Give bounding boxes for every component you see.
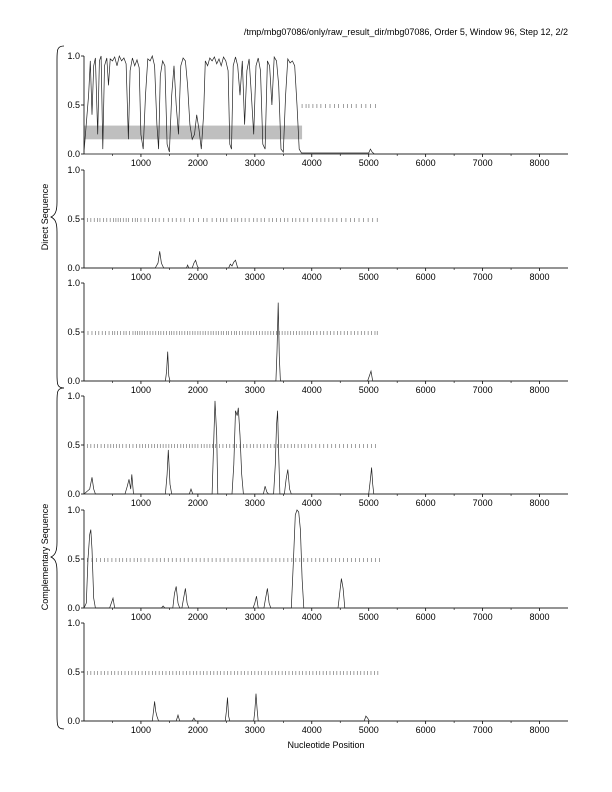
y-tick-label: 1.0 [67,51,80,61]
x-tick-label: 3000 [245,725,265,735]
x-tick-label: 7000 [473,612,493,622]
x-tick-label: 2000 [188,498,208,508]
x-tick-label: 2000 [188,272,208,282]
x-tick-label: 5000 [359,612,379,622]
series-line [83,509,568,609]
page-title: /tmp/mbg07086/only/raw_result_dir/mbg070… [244,27,568,37]
y-tick-label: 1.0 [67,505,80,515]
x-tick-label: 6000 [416,725,436,735]
y-tick-label: 1.0 [67,165,80,175]
x-tick-label: 6000 [416,498,436,508]
x-tick-label: 7000 [473,385,493,395]
series-line [83,400,568,495]
x-tick-label: 6000 [416,158,436,168]
panel-5: 0.0 0.5 1.0 1000 2000 3000 4000 5000 6000 7000 800… [67,505,568,622]
x-tick-label: 8000 [530,612,550,622]
group-bracket-complementary [50,387,65,730]
x-tick-label: 4000 [302,158,322,168]
panel-1: 0.0 0.5 1.0 1000 2000 3000 4000 5000 6000 7000 800… [67,51,568,168]
x-tick-label: 2000 [188,385,208,395]
series-line [84,251,568,269]
x-tick-label: 8000 [530,272,550,282]
x-tick-label: 4000 [302,272,322,282]
plot-panels: 0.0 0.5 1.0 1000 2000 3000 4000 5000 6000 7000 800… [67,51,568,735]
y-tick-label: 0.5 [67,554,80,564]
y-tick-label: 0.5 [67,100,80,110]
x-tick-label: 4000 [302,385,322,395]
highlight-band [84,125,303,140]
x-tick-label: 5000 [359,272,379,282]
y-tick-label: 1.0 [67,618,80,628]
x-tick-label: 1000 [131,498,151,508]
x-tick-label: 8000 [530,158,550,168]
x-tick-label: 7000 [473,498,493,508]
y-tick-label: 0.0 [67,716,80,726]
y-tick-label: 0.5 [67,214,80,224]
x-tick-label: 3000 [245,498,265,508]
x-tick-label: 6000 [416,385,436,395]
y-tick-label: 0.0 [67,489,80,499]
panel-6: 0.0 0.5 1.0 1000 2000 3000 4000 5000 6000 7000 800… [67,618,568,735]
y-tick-label: 0.5 [67,440,80,450]
x-tick-label: 1000 [131,612,151,622]
x-tick-label: 5000 [359,385,379,395]
group-label-direct: Direct Sequence [40,184,50,251]
x-tick-label: 4000 [302,612,322,622]
x-tick-label: 8000 [530,498,550,508]
x-tick-label: 2000 [188,158,208,168]
series-line [84,693,568,722]
x-tick-label: 5000 [359,498,379,508]
y-tick-label: 0.5 [67,667,80,677]
x-tick-label: 8000 [530,385,550,395]
x-tick-label: 6000 [416,612,436,622]
x-tick-label: 4000 [302,725,322,735]
x-axis-label: Nucleotide Position [287,740,364,750]
y-tick-label: 0.5 [67,327,80,337]
x-tick-label: 3000 [245,158,265,168]
y-tick-label: 0.0 [67,603,80,613]
y-tick-label: 0.0 [67,149,80,159]
series-line [84,302,568,382]
y-tick-label: 1.0 [67,391,80,401]
panel-2: 0.0 0.5 1.0 1000 2000 3000 4000 5000 6000 7000 800… [67,165,568,282]
x-tick-label: 7000 [473,158,493,168]
x-tick-label: 1000 [131,725,151,735]
x-tick-label: 3000 [245,385,265,395]
x-tick-label: 2000 [188,612,208,622]
series-line [83,54,568,155]
x-tick-label: 6000 [416,272,436,282]
x-tick-label: 1000 [131,158,151,168]
y-tick-label: 0.0 [67,263,80,273]
x-tick-label: 1000 [131,385,151,395]
x-tick-label: 3000 [245,272,265,282]
x-tick-label: 5000 [359,158,379,168]
panel-4: 0.0 0.5 1.0 1000 2000 3000 4000 5000 6000 7000 800… [67,391,568,508]
group-bracket-direct [50,45,65,389]
x-tick-label: 7000 [473,272,493,282]
group-label-complementary: Complementary Sequence [40,504,50,611]
x-tick-label: 2000 [188,725,208,735]
x-tick-label: 1000 [131,272,151,282]
panel-3: 0.0 0.5 1.0 1000 2000 3000 4000 5000 6000 7000 800… [67,278,568,395]
x-tick-label: 4000 [302,498,322,508]
y-tick-label: 0.0 [67,376,80,386]
x-tick-label: 3000 [245,612,265,622]
y-tick-label: 1.0 [67,278,80,288]
x-tick-label: 8000 [530,725,550,735]
x-tick-label: 7000 [473,725,493,735]
x-tick-label: 5000 [359,725,379,735]
